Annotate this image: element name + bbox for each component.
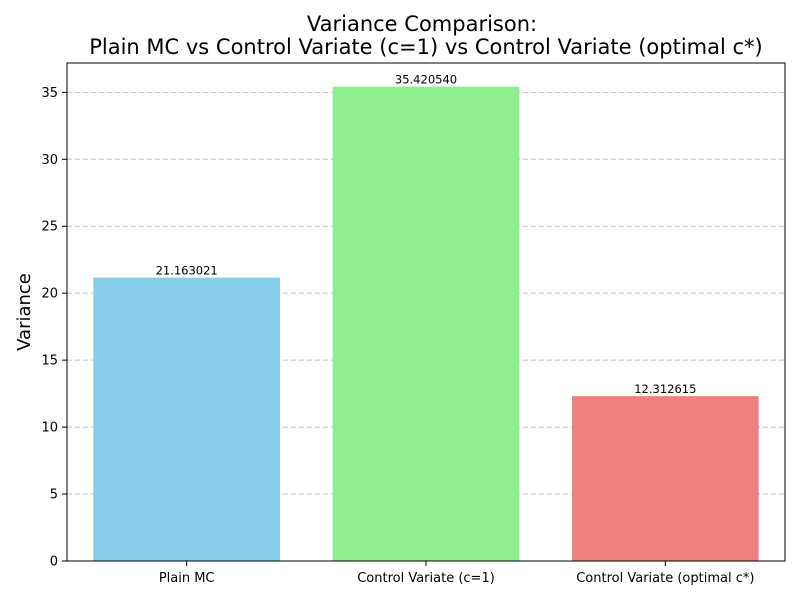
y-tick-label-20: 20: [41, 287, 58, 302]
plot-frame: [66, 62, 786, 562]
chart-title-line-2: Plain MC vs Control Variate (c=1) vs Con…: [89, 35, 763, 59]
x-tick-label-1: Plain MC: [159, 571, 215, 586]
bar-value-label-3: 12.312615: [634, 382, 696, 396]
y-ticks: 0 5 10 15 20 25 30 35: [41, 86, 67, 570]
x-tick-label-2: Control Variate (c=1): [357, 571, 495, 586]
y-tick-label-25: 25: [41, 220, 58, 235]
y-tick-label-15: 15: [41, 354, 58, 369]
x-ticks: Plain MC Control Variate (c=1) Control Var…: [159, 561, 754, 586]
bar-1: [93, 277, 281, 561]
bar-2: [332, 86, 520, 561]
y-tick-label-0: 0: [50, 555, 58, 570]
x-tick-label-3: Control Variate (optimal c*): [576, 571, 754, 586]
chart-title-line-1: Variance Comparison:: [307, 12, 537, 36]
bar-value-label-2: 35.420540: [395, 73, 457, 87]
y-tick-label-5: 5: [50, 488, 58, 503]
bar-3: [571, 396, 759, 561]
y-tick-label-10: 10: [41, 421, 58, 436]
data-labels: 21.163021 35.420540 12.312615: [156, 73, 697, 396]
y-tick-label-35: 35: [41, 86, 58, 101]
y-tick-label-30: 30: [41, 153, 58, 168]
y-axis-label: Variance: [14, 273, 35, 351]
bar-value-label-1: 21.163021: [156, 264, 218, 278]
bars: [93, 86, 759, 561]
